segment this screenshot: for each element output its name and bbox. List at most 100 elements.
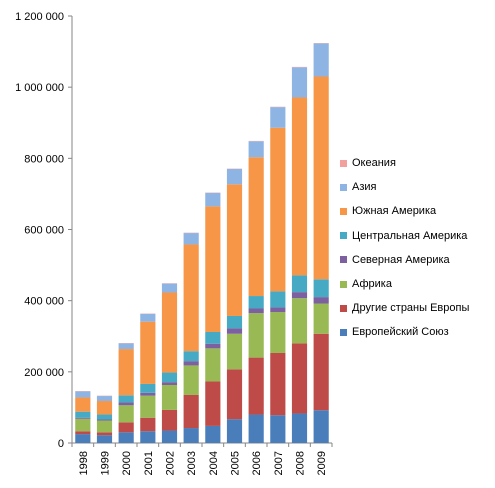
bar-segment: [183, 428, 199, 443]
bar-segment: [183, 244, 199, 352]
legend-swatch: [340, 280, 347, 288]
bar-segment: [248, 296, 264, 309]
bar-segment: [226, 184, 243, 316]
legend-item: Центральная Америка: [340, 224, 490, 248]
x-tick-label: 2007: [273, 451, 285, 475]
legend-swatch: [340, 328, 347, 336]
legend: Океания Азия Южная Америка Центральная Амер…: [340, 151, 490, 345]
bar-segment: [96, 435, 113, 443]
bar-segment: [75, 391, 91, 398]
bar-segment: [140, 313, 156, 322]
bar-segment: [226, 315, 243, 329]
bar-segment: [205, 331, 221, 344]
bar-segment: [226, 169, 243, 185]
legend-label: Другие страны Европы: [352, 302, 470, 315]
legend-label: Африка: [352, 278, 392, 291]
bar-segment: [140, 417, 156, 432]
legend-label: Центральная Америка: [352, 229, 468, 242]
bar-segment: [161, 283, 178, 293]
bar-segment: [96, 432, 113, 436]
bar-segment: [140, 392, 156, 396]
bar-segment: [96, 396, 113, 402]
bar-segment: [75, 397, 91, 412]
bar-segment: [140, 383, 156, 393]
bar-segment: [291, 67, 308, 98]
x-tick-label: 2006: [251, 451, 263, 475]
bar-segment: [183, 394, 199, 429]
bar-segment: [75, 434, 91, 443]
bar-segment: [96, 414, 113, 420]
bar-segment: [140, 395, 156, 418]
x-tick-label: 2008: [295, 451, 307, 475]
bar-segment: [183, 351, 199, 362]
bar-segment: [118, 349, 134, 396]
y-tick-label: 800 000: [24, 153, 64, 165]
bar-segment: [226, 369, 243, 420]
bar-segment: [313, 297, 329, 304]
x-tick-label: 2002: [165, 451, 177, 475]
bar-segment: [291, 343, 308, 414]
bar-segment: [161, 292, 178, 373]
bar-segment: [270, 415, 286, 443]
bar-segment: [118, 395, 134, 403]
bar-segment: [313, 303, 329, 334]
y-tick-label: 400 000: [24, 296, 64, 308]
bar-segment: [313, 410, 329, 443]
legend-item: Южная Америка: [340, 199, 490, 223]
bar-segment: [118, 402, 134, 406]
bar-segment: [270, 291, 286, 308]
y-tick-label: 1 200 000: [15, 11, 64, 23]
x-tick-label: 1998: [78, 451, 90, 475]
bar-segment: [226, 333, 243, 370]
bar-segment: [291, 292, 308, 299]
bar-segment: [291, 413, 308, 443]
legend-item: Азия: [340, 175, 490, 199]
bar-segment: [161, 409, 178, 431]
bar-segment: [96, 401, 113, 415]
bar-segment: [161, 372, 178, 383]
bar-segment: [270, 352, 286, 416]
legend-swatch: [340, 232, 347, 240]
bar-segment: [161, 384, 178, 410]
bar-segment: [248, 414, 264, 443]
y-tick-label: 200 000: [24, 367, 64, 379]
bar-segment: [96, 420, 113, 433]
bar-segment: [248, 357, 264, 415]
bar-segment: [161, 382, 178, 385]
bar-segment: [270, 312, 286, 353]
bar-segment: [140, 431, 156, 443]
legend-item: Океания: [340, 151, 490, 175]
bar-segment: [248, 157, 264, 297]
bar-segment: [291, 97, 308, 276]
bar-segment: [313, 279, 329, 298]
bar-segment: [75, 431, 91, 435]
legend-swatch: [340, 207, 347, 215]
x-tick-label: 1999: [100, 451, 112, 475]
y-tick-label: 600 000: [24, 225, 64, 237]
bar-segment: [75, 418, 91, 432]
x-tick-label: 2001: [143, 451, 155, 475]
x-tick-label: 2004: [208, 451, 220, 475]
bar-segment: [248, 313, 264, 358]
bar-segment: [205, 343, 221, 349]
bar-segment: [161, 430, 178, 443]
legend-item: Северная Америка: [340, 248, 490, 272]
legend-swatch: [340, 183, 347, 191]
bar-segment: [205, 192, 221, 207]
bar-segment: [248, 141, 264, 158]
legend-swatch: [340, 304, 347, 312]
legend-label: Океания: [352, 157, 396, 170]
y-tick-label: 1 000 000: [15, 82, 64, 94]
bar-segment: [226, 328, 243, 334]
bar-segment: [248, 308, 264, 314]
bar-segment: [313, 76, 329, 280]
legend-label: Северная Америка: [352, 253, 450, 266]
bar-segment: [118, 432, 134, 443]
legend-label: Южная Америка: [352, 205, 437, 218]
bar-segment: [270, 107, 286, 128]
legend-item: Другие страны Европы: [340, 296, 490, 320]
x-tick-label: 2000: [121, 451, 133, 475]
bar-segment: [183, 233, 199, 245]
bar-segment: [313, 333, 329, 411]
